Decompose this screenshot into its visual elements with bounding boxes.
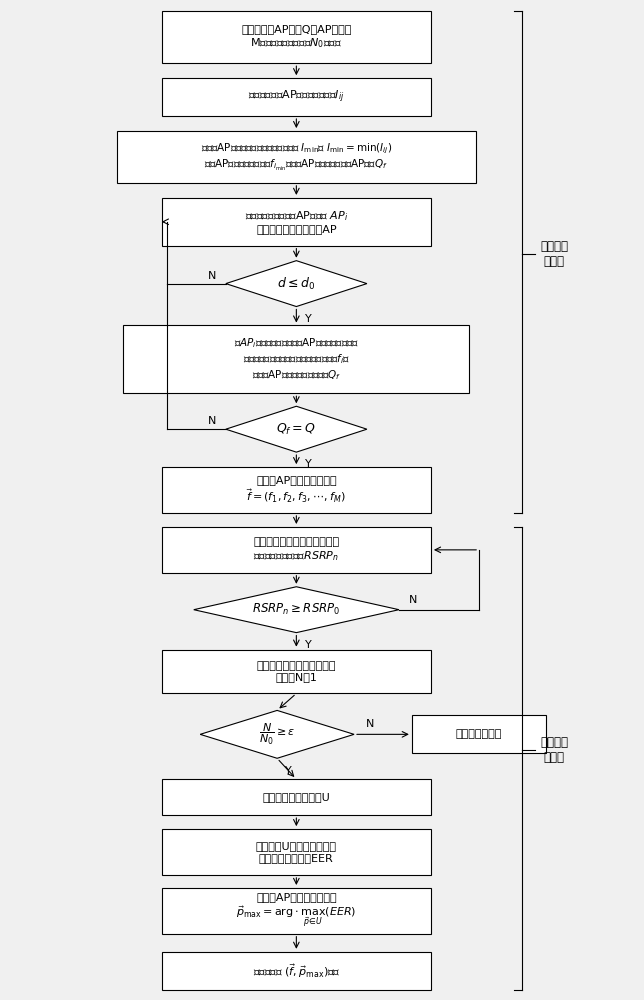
FancyBboxPatch shape — [162, 888, 431, 934]
Text: 得到各AP的功率配置向量
$\vec{p}_{\mathrm{max}}=\mathrm{arg}\cdot\max_{\vec{p}\in U}(EER)$: 得到各AP的功率配置向量 $\vec{p}_{\mathrm{max}}=\ma… — [236, 892, 357, 930]
FancyBboxPatch shape — [162, 467, 431, 513]
FancyBboxPatch shape — [117, 131, 476, 183]
FancyBboxPatch shape — [162, 779, 431, 815]
Text: $Q_f = Q$: $Q_f = Q$ — [276, 422, 316, 437]
Polygon shape — [226, 406, 367, 452]
Text: 自配置参数 $(\vec{f},\vec{p}_{\mathrm{max}})$下发: 自配置参数 $(\vec{f},\vec{p}_{\mathrm{max}})$… — [252, 962, 340, 980]
FancyBboxPatch shape — [162, 527, 431, 573]
Text: $\dfrac{N}{N_0} \geq \varepsilon$: $\dfrac{N}{N_0} \geq \varepsilon$ — [259, 722, 295, 747]
Text: Y: Y — [305, 640, 311, 650]
Text: 信道自配
置流程: 信道自配 置流程 — [540, 240, 568, 268]
Polygon shape — [194, 587, 399, 633]
FancyBboxPatch shape — [123, 325, 469, 393]
Text: 在$AP_i$的频谱中划去与中心AP相关的信道，在剩
下的信道中选取干扰最小的作为配置信道$f_i$，
并将该AP加入信道已配置集合$Q_f$: 在$AP_i$的频谱中划去与中心AP相关的信道，在剩 下的信道中选取干扰最小的作… — [234, 337, 359, 382]
Text: Y: Y — [305, 459, 311, 469]
Text: 找到各AP在各信道上的最小干扰，记为 $I_{\mathrm{min}}$即 $I_{\mathrm{min}}=\mathrm{min}(I_{ij})$
为: 找到各AP在各信道上的最小干扰，记为 $I_{\mathrm{min}}$即 $… — [201, 141, 392, 173]
Text: 忽略该功率组合: 忽略该功率组合 — [456, 729, 502, 739]
Text: 选取距离信道已配置AP较近的 $AP_i$
作为当前配置信道目标AP: 选取距离信道已配置AP较近的 $AP_i$ 作为当前配置信道目标AP — [245, 209, 348, 234]
Text: 该功率组合加入集合U: 该功率组合加入集合U — [263, 792, 330, 802]
Text: $d \leq d_0$: $d \leq d_0$ — [278, 276, 316, 292]
Text: 收集各待配置AP的频谱扫描信息$I_{ij}$: 收集各待配置AP的频谱扫描信息$I_{ij}$ — [248, 89, 345, 105]
Text: 该网格得到有效覆盖，有效
网格数N加1: 该网格得到有效覆盖，有效 网格数N加1 — [256, 661, 336, 682]
Text: N: N — [207, 416, 216, 426]
Text: $RSRP_n \geq RSRP_0$: $RSRP_n \geq RSRP_0$ — [252, 602, 341, 617]
Polygon shape — [200, 710, 354, 758]
Text: 得到各AP的信道配置向量
$\vec{f}=(f_1,f_2,f_3,\cdots,f_M)$: 得到各AP的信道配置向量 $\vec{f}=(f_1,f_2,f_3,\cdot… — [247, 475, 346, 505]
Text: N: N — [207, 271, 216, 281]
Text: 根据路损模型，计算区域内每
个网格处的信号强度$RSRP_n$: 根据路损模型，计算区域内每 个网格处的信号强度$RSRP_n$ — [253, 537, 339, 563]
Text: 确定待配置AP集合Q，AP总数为
M，将配置区域划分为$N_0$个网格: 确定待配置AP集合Q，AP总数为 M，将配置区域划分为$N_0$个网格 — [241, 24, 352, 50]
FancyBboxPatch shape — [162, 952, 431, 990]
Text: 功率自配
置流程: 功率自配 置流程 — [540, 736, 568, 764]
FancyBboxPatch shape — [162, 11, 431, 63]
Text: N: N — [366, 719, 374, 729]
FancyBboxPatch shape — [162, 198, 431, 246]
Text: 计算集合U中的每个功率组
合所对应的能效比EER: 计算集合U中的每个功率组 合所对应的能效比EER — [256, 841, 337, 863]
Polygon shape — [226, 261, 367, 307]
Text: Y: Y — [285, 766, 292, 776]
FancyBboxPatch shape — [162, 650, 431, 693]
Text: Y: Y — [305, 314, 311, 324]
FancyBboxPatch shape — [162, 78, 431, 116]
FancyBboxPatch shape — [412, 715, 546, 753]
Text: N: N — [409, 595, 417, 605]
FancyBboxPatch shape — [162, 829, 431, 875]
